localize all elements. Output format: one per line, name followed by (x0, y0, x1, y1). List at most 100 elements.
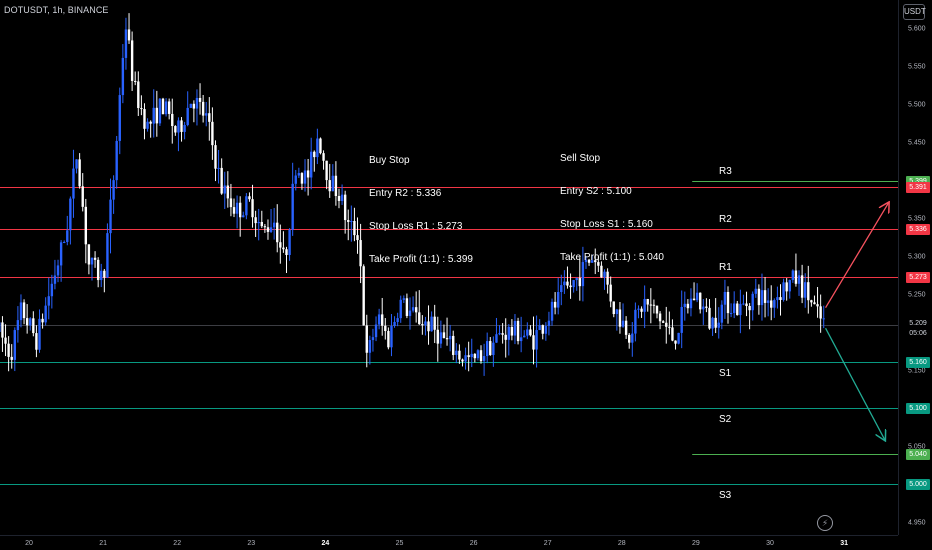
candle-body (260, 221, 263, 227)
candle-body (328, 180, 331, 192)
candle-body (269, 227, 273, 232)
candle-body (464, 355, 467, 362)
time-tick-label: 29 (692, 540, 700, 547)
candle-body (797, 275, 801, 284)
candle-body (544, 325, 548, 334)
candle-body (279, 242, 282, 248)
symbol-title: DOTUSDT, 1h, BINANCE (4, 5, 109, 15)
candle-body (371, 337, 375, 341)
time-tick-label: 24 (322, 540, 330, 547)
candle-body (646, 298, 649, 305)
candle-body (495, 334, 498, 343)
candle-body (510, 326, 514, 336)
price-axis[interactable]: 5.600 5.550 5.500 5.450 5.350 5.300 5.250 5.150… (908, 26, 926, 527)
forecast-arrow-up[interactable] (825, 203, 889, 309)
candle-body (66, 230, 69, 242)
candle-body (424, 321, 427, 326)
candle-body (245, 196, 248, 216)
candle-body (103, 270, 106, 278)
level-label-s2: S2 (719, 413, 732, 425)
candle-body (467, 355, 470, 358)
candle-body (705, 306, 708, 308)
candle-body (587, 259, 591, 263)
time-tick-label: 21 (99, 540, 107, 547)
candle-body (238, 202, 242, 218)
candle-body (807, 282, 810, 301)
candle-body (1, 322, 4, 338)
candle-body (226, 185, 230, 199)
candle-body (211, 121, 214, 146)
candle-body (393, 321, 396, 326)
candle-body (192, 103, 196, 109)
sell-note-line: Stop Loss S1 : 5.160 (560, 219, 653, 230)
level-price-tag: 5.399 (906, 175, 930, 187)
currency-button[interactable]: USDT (903, 4, 926, 20)
candle-body (248, 196, 251, 200)
candle-body (130, 40, 134, 81)
candle-body (711, 317, 714, 329)
candle-body (127, 29, 131, 41)
candle-body (152, 107, 155, 124)
candle-body (739, 303, 742, 316)
candle-body (665, 322, 668, 327)
candle-body (143, 109, 146, 129)
candle-body (458, 350, 461, 360)
candle-body (115, 140, 118, 181)
candle-body (550, 301, 554, 321)
candle-body (760, 290, 764, 306)
level-label-s3: S3 (719, 489, 732, 501)
candle-body (316, 138, 319, 158)
candle-body (84, 206, 88, 245)
candle-body (560, 285, 563, 293)
price-tick-label: 5.150 (908, 368, 926, 375)
candle-body (794, 270, 798, 284)
candle-body (331, 175, 335, 192)
candle-body (575, 278, 578, 281)
candle-body (566, 281, 569, 286)
candle-body (732, 303, 736, 313)
candle-body (29, 318, 32, 326)
candle-body (649, 304, 653, 306)
level-price-tag: 5.000 (906, 478, 930, 490)
candle-body (322, 153, 325, 161)
candle-body (436, 329, 439, 344)
current-price-value: 5.209 (909, 319, 927, 327)
candle-body (112, 180, 115, 200)
candle-body (171, 113, 174, 127)
candle-body (368, 340, 372, 353)
candle-body (751, 293, 754, 311)
time-axis[interactable]: 20 21 22 23 24 25 26 27 28 29 30 31 (25, 540, 848, 547)
level-price-tag: 5.040 (906, 448, 930, 460)
candle-body (294, 175, 297, 184)
candle-body (729, 312, 733, 314)
candle-body (519, 337, 523, 342)
candle-body (581, 262, 585, 287)
lightning-icon[interactable]: ⚡ (817, 515, 833, 531)
candle-body (717, 322, 720, 328)
candle-body (631, 333, 634, 343)
candle-body (803, 282, 807, 298)
level-price-tag: 5.100 (906, 402, 930, 414)
candle-body (411, 307, 415, 311)
candle-body (254, 217, 257, 224)
candle-body (553, 301, 557, 308)
candle-body (757, 288, 761, 306)
candle-body (597, 262, 600, 266)
forecast-arrow-down[interactable] (825, 327, 885, 440)
candle-body (816, 304, 819, 307)
candle-body (134, 80, 137, 82)
candle-body (106, 233, 109, 278)
sell-note-line: Entry S2 : 5.100 (560, 186, 632, 197)
candle-body (427, 321, 430, 332)
candle-body (594, 260, 597, 263)
candle-body (482, 356, 486, 362)
candle-body (205, 113, 208, 116)
level-price-tag: 5.160 (906, 356, 930, 368)
candle-body (655, 305, 659, 314)
candle-body (161, 98, 165, 115)
candle-body (819, 306, 822, 319)
candle-body (16, 320, 20, 331)
candle-body (430, 316, 433, 332)
sell-note-line: Take Profit (1:1) : 5.040 (560, 252, 664, 263)
